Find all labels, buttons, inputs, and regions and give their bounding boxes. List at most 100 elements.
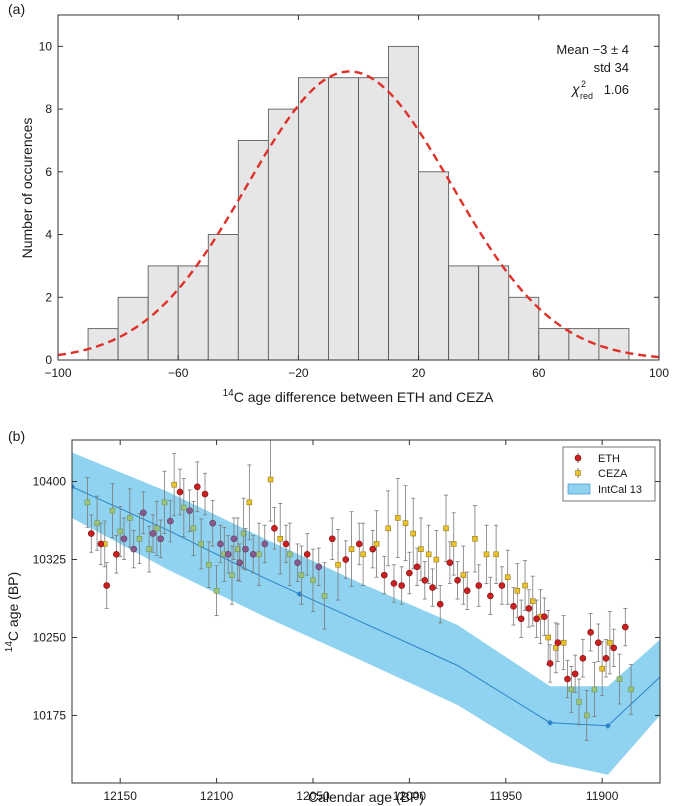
histogram-bar — [418, 171, 450, 360]
ceza-point — [117, 528, 123, 535]
ceza-point — [410, 530, 416, 537]
y-axis-ticks-a: 0 2 4 6 8 10 — [39, 39, 659, 367]
ceza-point — [628, 686, 634, 693]
ceza-point — [591, 686, 598, 693]
eth-point — [498, 582, 506, 589]
ceza-point — [599, 665, 605, 672]
eth-point — [282, 540, 290, 548]
ceza-point — [607, 639, 613, 646]
intcal13-curve — [72, 486, 660, 727]
ceza-point — [161, 499, 168, 506]
eth-point — [564, 675, 571, 683]
ceza-point — [443, 525, 449, 532]
y-axis-label-b-superscript: 14 — [4, 641, 15, 653]
ceza-point — [418, 546, 424, 552]
eth-point — [242, 545, 249, 553]
ceza-point — [206, 561, 212, 568]
ceza-point — [229, 572, 235, 578]
axes-frame-a — [57, 14, 660, 361]
x-tick-label-b: 12000 — [393, 789, 427, 803]
stats-std-value: 34 — [615, 60, 629, 75]
eth-point — [236, 559, 244, 566]
histogram-bar — [328, 77, 359, 360]
stats-chi-superscript: 2 — [581, 79, 586, 89]
intcal-marker — [296, 590, 303, 597]
y-tick-label-a: 2 — [45, 290, 52, 304]
x-tick-label-a: −100 — [44, 366, 71, 380]
x-axis-label-a-text: C age difference between ETH and CEZA — [234, 389, 494, 405]
eth-point — [271, 525, 278, 532]
eth-point — [249, 551, 257, 558]
eth-point — [294, 559, 301, 566]
stats-std: std 34 — [594, 60, 629, 75]
x-tick-label-b: 12050 — [296, 789, 330, 803]
ceza-point — [235, 546, 241, 552]
histogram-bar — [267, 108, 299, 360]
ceza-point — [560, 639, 567, 646]
intcal-marker — [604, 722, 611, 729]
histogram-bar — [538, 328, 570, 360]
x-tick-label-b: 12150 — [104, 789, 138, 803]
y-tick-label-b: 10175 — [33, 708, 67, 722]
ceza-point — [127, 515, 133, 521]
legend-eth-marker — [574, 454, 582, 462]
x-axis-label-b: Calendar age (BP) — [308, 789, 424, 805]
histogram-bar — [508, 296, 540, 360]
stats-chi-value: 1.06 — [604, 82, 629, 97]
intcal-marker — [72, 483, 75, 490]
stats-std-label: std — [594, 60, 611, 75]
legend-item-ceza: CEZA — [575, 468, 628, 480]
ceza-point — [395, 515, 401, 521]
histogram-bar — [598, 328, 630, 360]
eth-point — [390, 580, 398, 587]
histogram-bar — [207, 234, 239, 360]
legend-b: ETH CEZA IntCal 13 — [562, 446, 656, 502]
legend-item-intcal: IntCal 13 — [567, 483, 642, 496]
intcal13-markers — [72, 483, 611, 729]
ceza-point — [298, 572, 305, 578]
x-tick-label-b: 11950 — [490, 789, 523, 803]
legend-eth-label: ETH — [598, 453, 620, 465]
x-axis-label-a: 14C age difference between ETH and CEZA — [223, 388, 494, 405]
axes-frame-b — [71, 439, 661, 784]
eth-point — [103, 582, 111, 589]
ceza-point — [530, 598, 536, 604]
eth-point — [157, 535, 164, 543]
ceza-point — [181, 504, 187, 511]
y-axis-ticks-b: 10175 10250 10325 10400 — [33, 475, 660, 722]
eth-point — [342, 556, 350, 563]
histogram-bar — [448, 265, 480, 360]
eth-point — [355, 540, 363, 548]
ceza-point — [483, 551, 490, 558]
eth-point — [167, 517, 174, 525]
gaussian-fit-curve — [58, 70, 659, 359]
intcal-marker — [547, 719, 554, 726]
histogram-bar — [478, 265, 510, 360]
eth-point — [517, 615, 525, 623]
ceza-point — [373, 541, 380, 547]
panel-b: (b) 12150 12100 12050 12000 11950 11900 10175… — [4, 428, 661, 805]
legend-intcal-label: IntCal 13 — [598, 484, 642, 496]
ceza-point — [246, 499, 253, 506]
histogram-bar — [237, 140, 269, 360]
eth-point — [579, 654, 587, 662]
ceza-point — [545, 634, 551, 641]
ceza-point — [84, 499, 91, 506]
histogram-bars — [87, 45, 630, 360]
legend-item-eth: ETH — [574, 453, 620, 465]
ceza-point — [171, 481, 177, 488]
eth-point — [315, 563, 323, 571]
eth-point — [217, 540, 224, 548]
x-axis-label-a-superscript: 14 — [223, 388, 235, 399]
stats-mean: Mean −3 ± 4 — [556, 42, 629, 57]
ceza-point — [504, 574, 511, 580]
y-tick-label-a: 6 — [45, 165, 52, 179]
ceza-point — [213, 587, 220, 594]
panel-a-label: (a) — [8, 1, 25, 17]
ceza-point — [460, 572, 467, 578]
plot-area-b — [72, 440, 660, 775]
histogram-bar — [297, 77, 329, 360]
ceza-point — [450, 541, 457, 547]
x-tick-label-a: 20 — [412, 366, 426, 380]
eth-point — [201, 490, 209, 498]
